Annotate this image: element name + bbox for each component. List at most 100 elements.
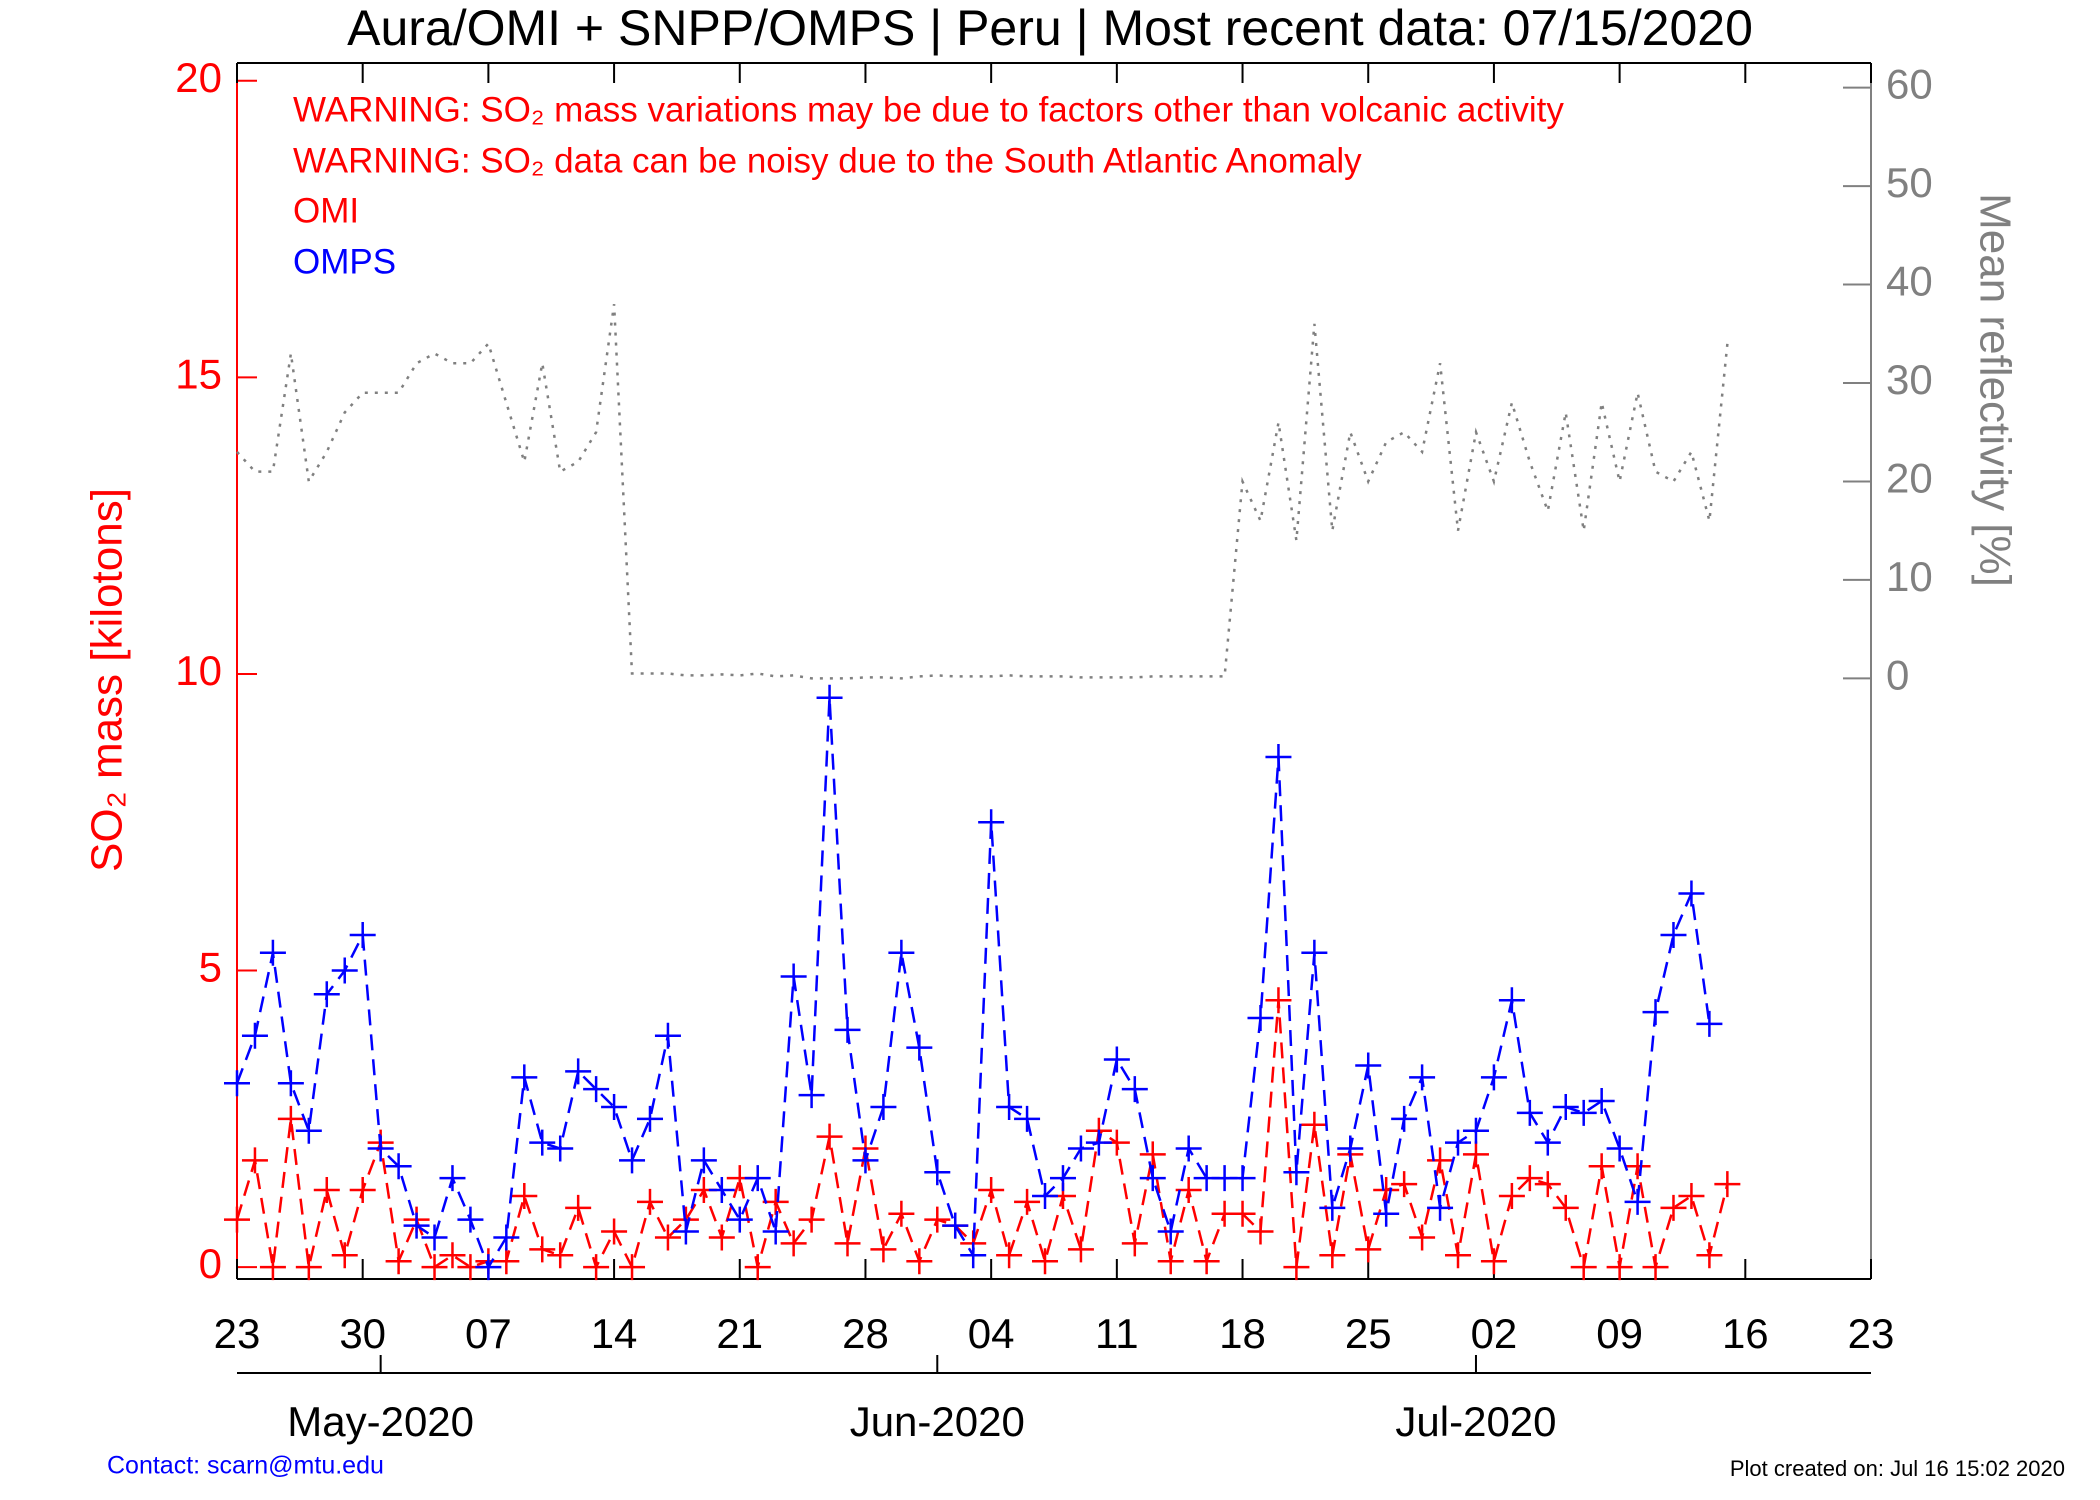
data-point — [1606, 1135, 1633, 1162]
data-point — [888, 939, 915, 966]
x-tick-label: 25 — [1345, 1310, 1392, 1357]
x-tick-label: 18 — [1219, 1310, 1266, 1357]
data-point — [1480, 1248, 1507, 1275]
data-point — [1157, 1248, 1184, 1275]
y2-tick-label: 50 — [1886, 159, 1933, 206]
x-tick-label: 28 — [842, 1310, 889, 1357]
data-point — [547, 1242, 574, 1269]
data-point — [834, 1016, 861, 1043]
data-point — [1157, 1218, 1184, 1245]
data-point — [1516, 1165, 1543, 1192]
data-point — [1678, 880, 1705, 907]
data-point — [1624, 1153, 1651, 1180]
data-point — [241, 1022, 268, 1049]
data-point — [1032, 1248, 1059, 1275]
data-point — [798, 1082, 825, 1109]
data-point — [277, 1070, 304, 1097]
data-point — [511, 1182, 538, 1209]
data-point — [1355, 1236, 1382, 1263]
data-point — [421, 1254, 448, 1281]
x-tick-label: 30 — [339, 1310, 386, 1357]
data-point — [403, 1212, 430, 1239]
data-point — [1606, 1254, 1633, 1281]
data-point — [565, 1194, 592, 1221]
x-tick-label: 07 — [465, 1310, 512, 1357]
data-point — [1516, 1099, 1543, 1126]
y2-tick-label: 10 — [1886, 553, 1933, 600]
data-point — [924, 1159, 951, 1186]
data-point — [385, 1248, 412, 1275]
data-point — [331, 1242, 358, 1269]
data-point — [1373, 1177, 1400, 1204]
data-point — [762, 1218, 789, 1245]
data-point — [1175, 1135, 1202, 1162]
data-point — [672, 1218, 699, 1245]
data-point — [690, 1147, 717, 1174]
data-point — [960, 1242, 987, 1269]
data-point — [1085, 1129, 1112, 1156]
data-point — [493, 1248, 520, 1275]
data-point — [1121, 1230, 1148, 1257]
data-point — [349, 1177, 376, 1204]
data-point — [1678, 1182, 1705, 1209]
y2-axis-title: Mean reflectivity [%] — [1970, 193, 2019, 587]
x-tick-label: 14 — [591, 1310, 638, 1357]
data-point — [367, 1135, 394, 1162]
data-point — [870, 1093, 897, 1120]
data-point — [780, 963, 807, 990]
data-point — [834, 1230, 861, 1257]
data-point — [529, 1129, 556, 1156]
data-point — [1462, 1117, 1489, 1144]
data-point — [798, 1206, 825, 1233]
data-point — [313, 981, 340, 1008]
data-point — [1480, 1064, 1507, 1091]
data-point — [1032, 1182, 1059, 1209]
data-point — [996, 1093, 1023, 1120]
data-point — [1427, 1147, 1454, 1174]
annotation: WARNING: SO₂ mass variations may be due … — [293, 90, 1564, 129]
data-point — [439, 1165, 466, 1192]
data-point — [601, 1093, 628, 1120]
data-point — [1103, 1046, 1130, 1073]
data-point — [1534, 1171, 1561, 1198]
x-tick-label: 23 — [1848, 1310, 1895, 1357]
data-point — [744, 1165, 771, 1192]
month-label: May-2020 — [287, 1398, 474, 1445]
data-point — [1409, 1224, 1436, 1251]
data-point — [583, 1254, 610, 1281]
data-point — [1139, 1165, 1166, 1192]
data-point — [1067, 1236, 1094, 1263]
data-point — [1014, 1188, 1041, 1215]
data-point — [547, 1135, 574, 1162]
data-point — [1229, 1200, 1256, 1227]
data-point — [1049, 1165, 1076, 1192]
data-point — [1301, 1111, 1328, 1138]
y2-tick-label: 60 — [1886, 61, 1933, 108]
data-point — [601, 1218, 628, 1245]
data-point — [1498, 1182, 1525, 1209]
data-point — [816, 684, 843, 711]
data-point — [924, 1206, 951, 1233]
y2-tick-label: 0 — [1886, 651, 1909, 698]
y-tick-label: 0 — [199, 1240, 222, 1287]
x-tick-label: 09 — [1596, 1310, 1643, 1357]
data-point — [1552, 1093, 1579, 1120]
data-point — [1445, 1242, 1472, 1269]
data-point — [636, 1188, 663, 1215]
data-point — [1283, 1254, 1310, 1281]
data-point — [1660, 921, 1687, 948]
data-point — [421, 1224, 448, 1251]
data-point — [1462, 1141, 1489, 1168]
data-point — [529, 1236, 556, 1263]
y-tick-label: 20 — [175, 54, 222, 101]
data-point — [1265, 987, 1292, 1014]
data-point — [1139, 1141, 1166, 1168]
data-point — [565, 1058, 592, 1085]
data-point — [654, 1224, 681, 1251]
data-point — [870, 1236, 897, 1263]
month-label: Jul-2020 — [1395, 1398, 1556, 1445]
data-point — [654, 1022, 681, 1049]
data-point — [780, 1230, 807, 1257]
data-point — [1319, 1242, 1346, 1269]
